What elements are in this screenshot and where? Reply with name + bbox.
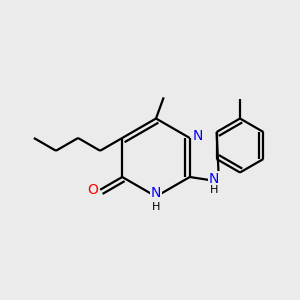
Text: O: O (87, 183, 98, 197)
Text: N: N (151, 187, 161, 200)
Text: H: H (210, 185, 218, 195)
Text: N: N (208, 172, 219, 186)
Text: H: H (152, 202, 160, 212)
Text: N: N (193, 130, 203, 143)
